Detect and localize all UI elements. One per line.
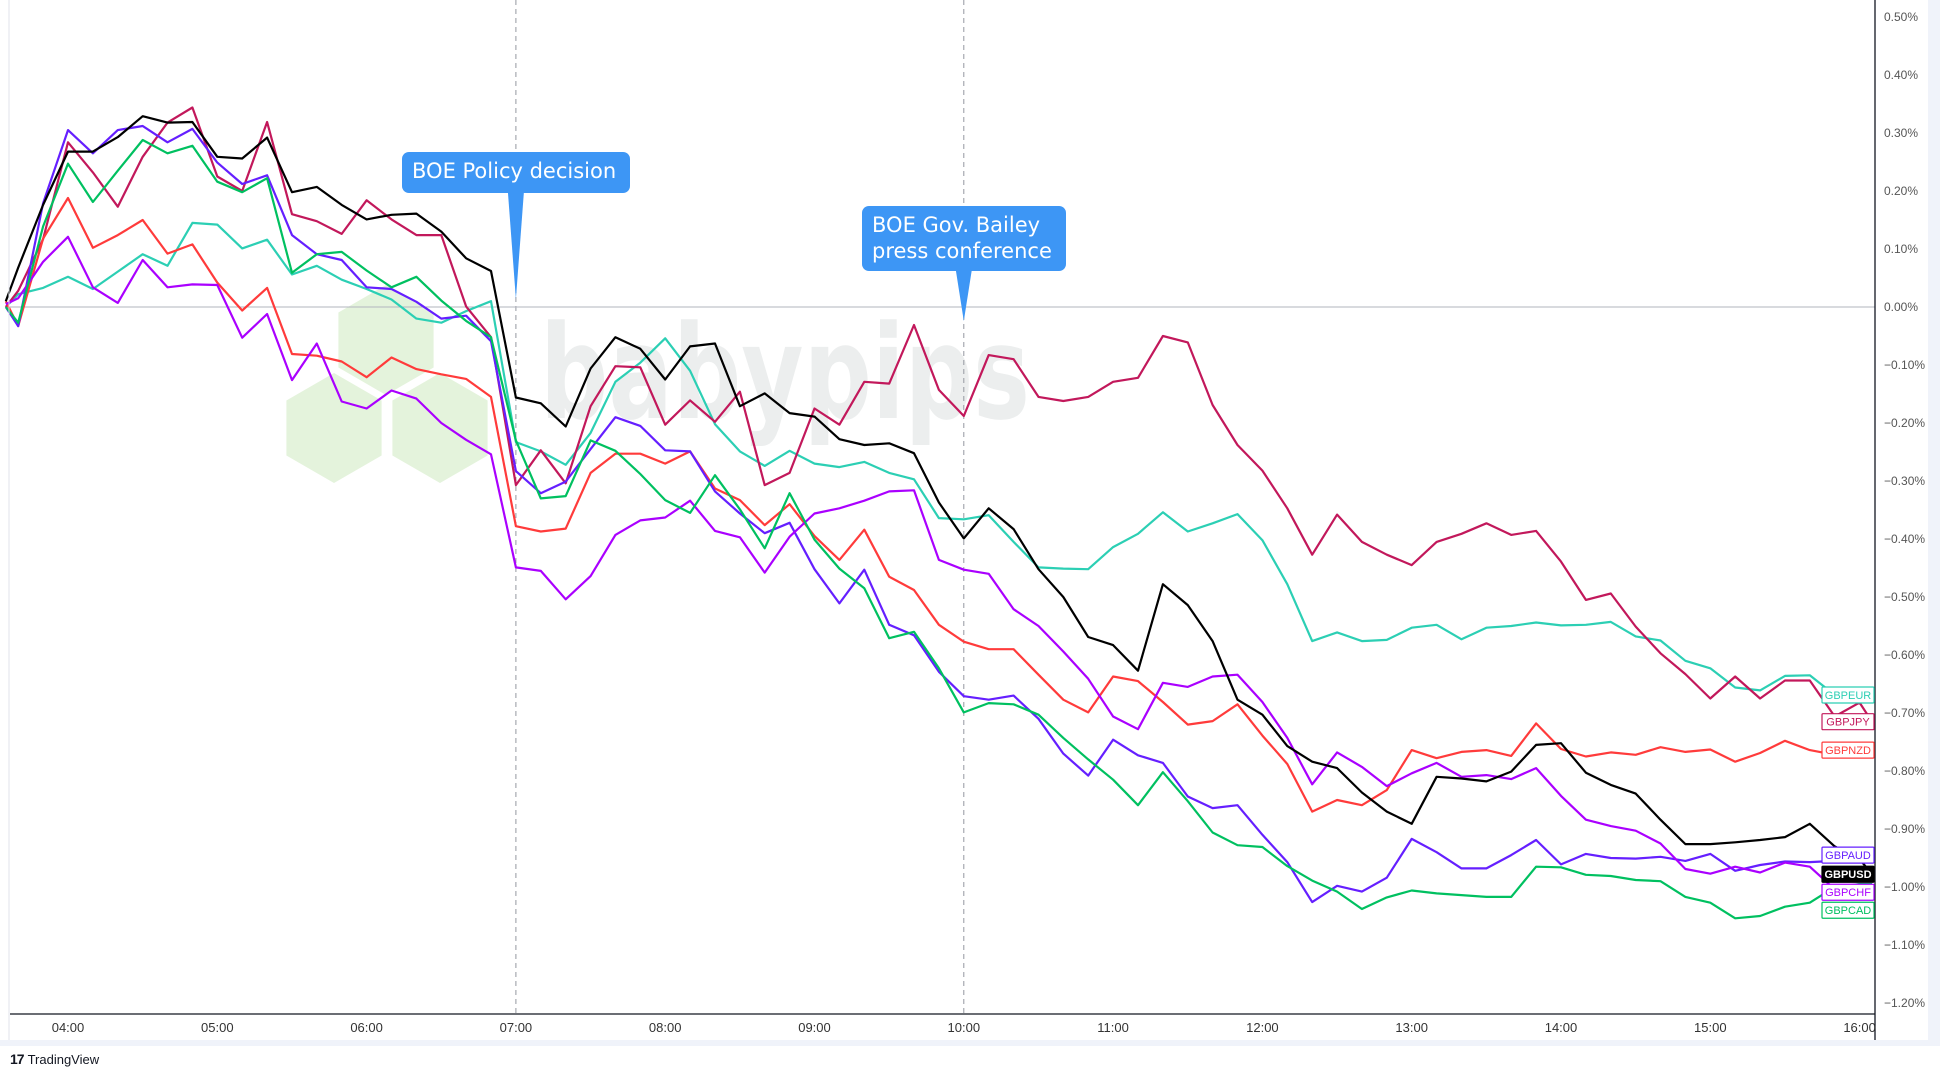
y-tick-label: −0.10% [1884, 358, 1925, 372]
y-tick-label: 0.20% [1884, 184, 1918, 198]
series-label-box [1821, 883, 1875, 901]
y-tick-label: −0.60% [1884, 648, 1925, 662]
babypips-watermark: babypips [286, 285, 1030, 483]
series-line-gbpjpy [4, 106, 1873, 723]
tradingview-logo-icon: 17 [10, 1051, 25, 1067]
series-label-gbpeur: GBPEUR [1821, 686, 1875, 704]
series-line-gbpeur [5, 221, 1873, 697]
series-end-labels: GBPEUR GBPJPY GBPNZD GBPAUD GBPUSD GBPCHF GBPC… [1821, 686, 1875, 919]
series-label-text: GBPAUD [1825, 850, 1871, 862]
x-tick-label: 09:00 [798, 1020, 831, 1035]
annotation-text: BOE Gov. Bailey [872, 213, 1041, 237]
y-tick-label: −0.20% [1884, 416, 1925, 430]
tradingview-branding[interactable]: 17 TradingView [10, 1051, 99, 1067]
tradingview-name: TradingView [27, 1051, 100, 1067]
x-tick-label: 04:00 [52, 1020, 85, 1035]
series-label-box [1821, 741, 1875, 759]
series-line-gbpusd [4, 115, 1873, 875]
annotation-text: press conference [872, 239, 1052, 263]
y-tick-label: −1.00% [1884, 880, 1925, 894]
y-tick-label: −0.30% [1884, 474, 1925, 488]
annotation-callout[interactable]: BOE Policy decision [402, 152, 630, 193]
y-tick-label: 0.40% [1884, 68, 1918, 82]
bottom-strip [0, 1040, 1940, 1046]
y-tick-label: −1.10% [1884, 938, 1925, 952]
annotation-pointer [507, 192, 524, 299]
y-tick-label: −0.80% [1884, 764, 1925, 778]
series-label-text: GBPNZD [1825, 745, 1871, 757]
watermark-hexagon [338, 285, 434, 395]
series-label-text: GBPEUR [1825, 690, 1872, 702]
series-label-text: GBPCHF [1825, 887, 1871, 899]
series-label-gbpusd: GBPUSD [1821, 865, 1875, 883]
x-tick-label: 14:00 [1545, 1020, 1578, 1035]
series-label-box [1821, 901, 1875, 919]
x-tick-label: 07:00 [500, 1020, 533, 1035]
watermark-text: babypips [540, 297, 1030, 449]
annotation-text: BOE Policy decision [412, 159, 617, 183]
series-label-text: GBPCAD [1825, 905, 1872, 917]
series-label-gbpchf: GBPCHF [1821, 883, 1875, 901]
series-label-box [1821, 713, 1875, 731]
y-axis-ticks[interactable]: 0.50% 0.40% 0.30% 0.20% 0.10% 0.00% −0.10% −0.2… [1884, 10, 1925, 1010]
x-tick-label: 11:00 [1097, 1020, 1129, 1035]
y-tick-label: 0.10% [1884, 242, 1918, 256]
series-label-gbpaud: GBPAUD [1821, 846, 1875, 864]
series-label-gbpcad: GBPCAD [1821, 901, 1875, 919]
x-tick-label: 08:00 [649, 1020, 682, 1035]
series-label-box [1821, 846, 1875, 864]
y-tick-label: 0.00% [1884, 300, 1918, 314]
x-tick-label: 15:00 [1694, 1020, 1727, 1035]
y-tick-label: 0.30% [1884, 126, 1918, 140]
series-label-text: GBPUSD [1824, 869, 1871, 881]
x-tick-label: 10:00 [948, 1020, 981, 1035]
x-tick-label: 06:00 [350, 1020, 383, 1035]
series-label-box [1821, 865, 1875, 883]
series-line-gbpchf [5, 235, 1872, 891]
series-label-gbpnzd: GBPNZD [1821, 741, 1875, 759]
watermark-hexagon [286, 373, 382, 483]
right-gutter [1928, 0, 1940, 1040]
series-label-text: GBPJPY [1826, 717, 1870, 729]
y-tick-label: −0.40% [1884, 532, 1925, 546]
y-tick-label: −1.20% [1884, 996, 1925, 1010]
series-line-gbpnzd [4, 196, 1873, 813]
x-tick-label: 05:00 [201, 1020, 234, 1035]
series-line-gbpaud [4, 124, 1873, 904]
x-axis-ticks[interactable]: 04:00 05:00 06:00 07:00 08:00 09:00 10:00 11:00… [52, 1020, 1876, 1035]
y-tick-label: 0.50% [1884, 10, 1918, 24]
series-label-box [1821, 686, 1875, 704]
watermark-hexagon [392, 373, 488, 483]
annotation-pointer [955, 270, 972, 321]
annotation-callout[interactable]: BOE Gov. Bailey press conference [862, 206, 1066, 271]
series-line-gbpcad [4, 138, 1872, 920]
y-tick-label: −0.70% [1884, 706, 1925, 720]
y-tick-label: −0.90% [1884, 822, 1925, 836]
x-tick-label: 13:00 [1395, 1020, 1428, 1035]
series-label-gbpjpy: GBPJPY [1821, 713, 1875, 731]
axes [8, 0, 1940, 1040]
event-lines [515, 0, 965, 1014]
x-tick-label: 12:00 [1246, 1020, 1279, 1035]
series-lines [4, 106, 1873, 920]
x-tick-label: 16:00 [1843, 1020, 1876, 1035]
y-tick-label: −0.50% [1884, 590, 1925, 604]
